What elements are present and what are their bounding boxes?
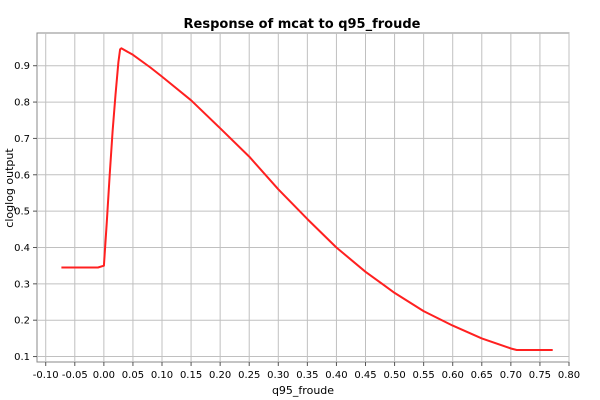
- x-tick-label: 0.60: [442, 370, 464, 381]
- y-tick-label: 0.4: [14, 243, 30, 254]
- grid: [37, 33, 570, 362]
- y-tick-label: 0.2: [14, 316, 30, 327]
- x-tick-label: 0.55: [413, 370, 435, 381]
- x-tick-label: 0.30: [267, 370, 289, 381]
- y-tick-label: 0.5: [14, 207, 30, 218]
- x-tick-label: -0.05: [62, 370, 88, 381]
- y-tick-label: 0.9: [14, 61, 30, 72]
- x-tick-label: 0.80: [558, 370, 580, 381]
- x-tick-label: 0.50: [383, 370, 405, 381]
- y-tick-label: 0.3: [14, 279, 30, 290]
- x-tick-label: 0.25: [238, 370, 260, 381]
- x-tick-label: 0.75: [529, 370, 551, 381]
- series-layer: [61, 47, 553, 351]
- x-axis-label: q95_froude: [272, 384, 334, 397]
- y-axis-label: cloglog output: [3, 148, 16, 228]
- x-tick-label: 0.20: [209, 370, 231, 381]
- y-tick-label: 0.7: [14, 134, 30, 145]
- x-tick-label: 0.10: [151, 370, 173, 381]
- chart-title: Response of mcat to q95_froude: [184, 17, 421, 32]
- series-line: [61, 47, 553, 351]
- x-axis: -0.10 -0.05 0.00 0.05 0.10 0.15 0.20 0.25 0.30 0.…: [33, 362, 580, 381]
- x-tick-label: -0.10: [33, 370, 59, 381]
- plot-frame: [36, 32, 570, 363]
- x-tick-label: 0.35: [296, 370, 318, 381]
- x-tick-label: 0.05: [122, 370, 144, 381]
- y-tick-label: 0.6: [14, 170, 30, 181]
- x-tick-label: 0.65: [471, 370, 493, 381]
- x-tick-label: 0.45: [354, 370, 376, 381]
- y-axis: 0.1 0.2 0.3 0.4 0.5 0.6 0.7 0.8 0.9: [14, 61, 37, 363]
- x-tick-label: 0.40: [325, 370, 347, 381]
- x-tick-label: 0.15: [180, 370, 202, 381]
- y-tick-label: 0.8: [14, 98, 30, 109]
- x-tick-label: 0.70: [500, 370, 522, 381]
- y-tick-label: 0.1: [14, 352, 30, 363]
- x-tick-label: 0.00: [93, 370, 115, 381]
